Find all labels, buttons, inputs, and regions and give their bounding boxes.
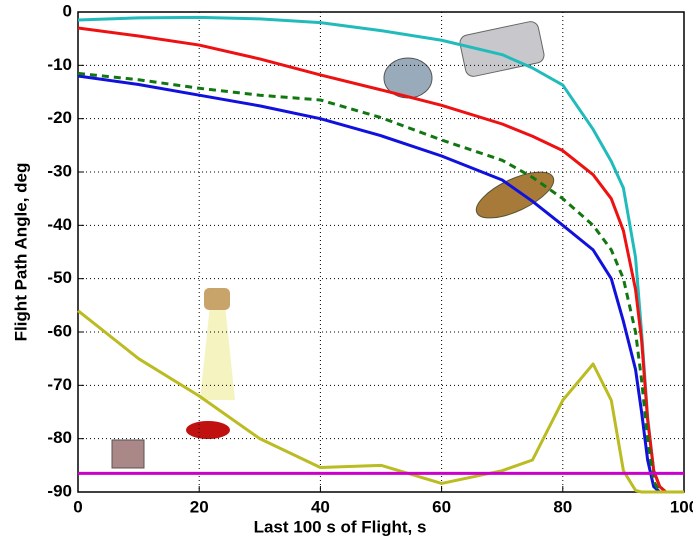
- series-line: [77, 74, 684, 494]
- y-tick-label: -80: [47, 428, 72, 447]
- x-tick-label: 40: [311, 497, 330, 516]
- x-tick-label: 20: [190, 497, 209, 516]
- y-tick-label: -70: [47, 375, 72, 394]
- x-tick-label: 60: [432, 497, 451, 516]
- x-tick-label: 100: [670, 497, 693, 516]
- y-tick-label: -90: [47, 481, 72, 500]
- y-tick-label: -40: [47, 215, 72, 234]
- illustrations: [111, 21, 555, 469]
- y-tick-label: -50: [47, 268, 72, 287]
- y-axis-label: Flight Path Angle, deg: [11, 163, 30, 342]
- y-tick-label: 0: [63, 1, 72, 20]
- x-tick-label: 0: [73, 497, 82, 516]
- y-tick-label: -20: [47, 108, 72, 127]
- series-line: [77, 26, 684, 494]
- x-tick-label: 80: [553, 497, 572, 516]
- y-tick-label: -30: [47, 161, 72, 180]
- plot-frame: [77, 11, 685, 493]
- y-tick-label: -10: [47, 55, 72, 74]
- series-line: [77, 309, 684, 494]
- y-tick-label: -60: [47, 321, 72, 340]
- x-axis-label: Last 100 s of Flight, s: [254, 517, 427, 536]
